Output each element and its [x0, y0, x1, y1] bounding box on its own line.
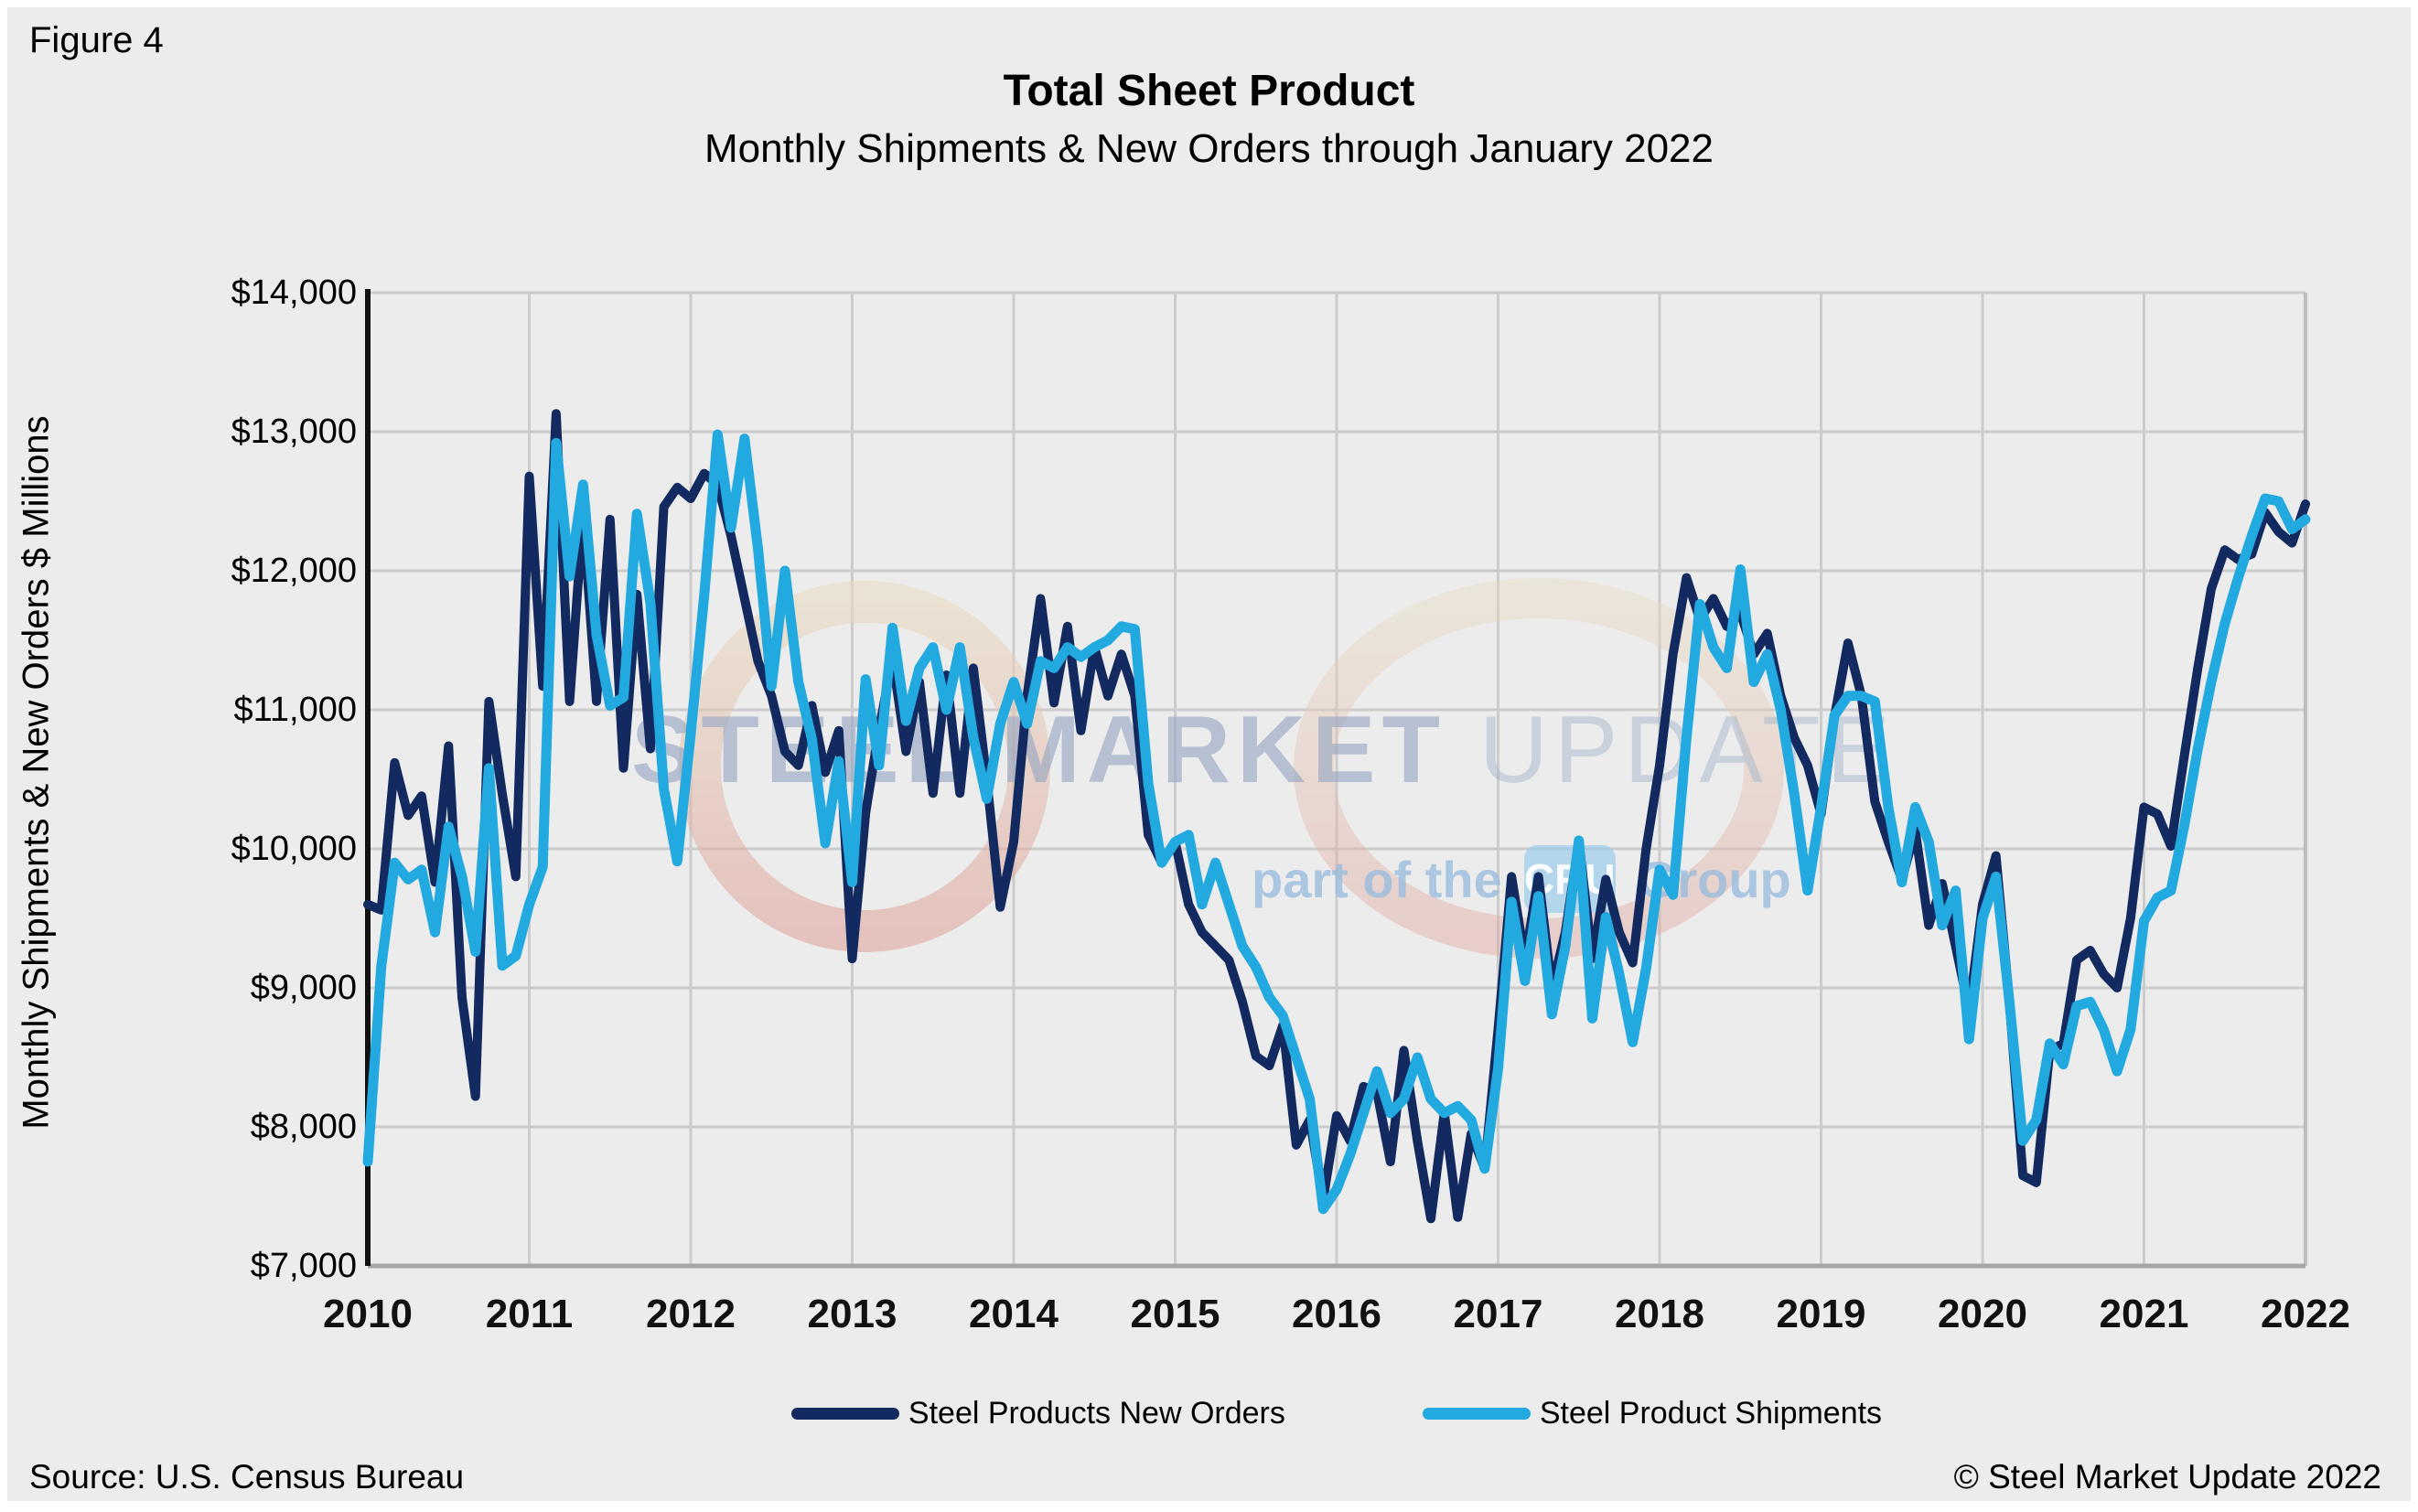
x-tick-label-2018: 2018 — [1615, 1292, 1704, 1336]
source-note: Source: U.S. Census Bureau — [29, 1458, 465, 1496]
x-tick-label-2014: 2014 — [969, 1292, 1059, 1336]
legend-item-new-orders: Steel Products New Orders — [790, 1396, 1285, 1432]
legend-label: Steel Products New Orders — [908, 1396, 1285, 1431]
legend-swatch — [1422, 1408, 1531, 1420]
legend-item-shipments: Steel Product Shipments — [1422, 1396, 1883, 1432]
copyright-note: © Steel Market Update 2022 — [1953, 1458, 2381, 1496]
y-tick-label: $9,000 — [250, 969, 357, 1007]
y-tick-label: $13,000 — [231, 413, 357, 451]
y-tick-label: $8,000 — [250, 1108, 357, 1146]
x-tick-label-2011: 2011 — [485, 1292, 574, 1336]
x-tick-label-2016: 2016 — [1292, 1292, 1381, 1336]
x-tick-label-2013: 2013 — [807, 1292, 897, 1336]
y-tick-label: $11,000 — [233, 691, 357, 729]
y-tick-label: $14,000 — [231, 273, 357, 312]
x-tick-label-2020: 2020 — [1938, 1292, 2027, 1336]
series-line-shipments — [362, 429, 2311, 1215]
legend: Steel Products New Orders Steel Product S… — [368, 1396, 2305, 1432]
chart-subtitle: Monthly Shipments & New Orders through J… — [704, 126, 1714, 171]
legend-swatch — [790, 1408, 899, 1420]
x-tick-label-2010: 2010 — [323, 1292, 413, 1336]
x-tick-label-2022: 2022 — [2261, 1292, 2350, 1336]
y-tick-label: $10,000 — [231, 830, 357, 868]
figure-label: Figure 4 — [29, 20, 164, 60]
x-tick-label-2015: 2015 — [1130, 1292, 1220, 1336]
legend-label: Steel Product Shipments — [1539, 1396, 1883, 1431]
chart-title: Total Sheet Product — [1003, 67, 1415, 115]
x-tick-label-2012: 2012 — [646, 1292, 736, 1336]
x-tick-label-2019: 2019 — [1776, 1292, 1866, 1336]
chart-background-panel — [7, 7, 2411, 1501]
y-tick-label: $7,000 — [250, 1247, 357, 1285]
x-tick-label-2021: 2021 — [2099, 1292, 2189, 1336]
x-tick-label-2017: 2017 — [1453, 1292, 1543, 1336]
y-tick-label: $12,000 — [231, 552, 357, 590]
